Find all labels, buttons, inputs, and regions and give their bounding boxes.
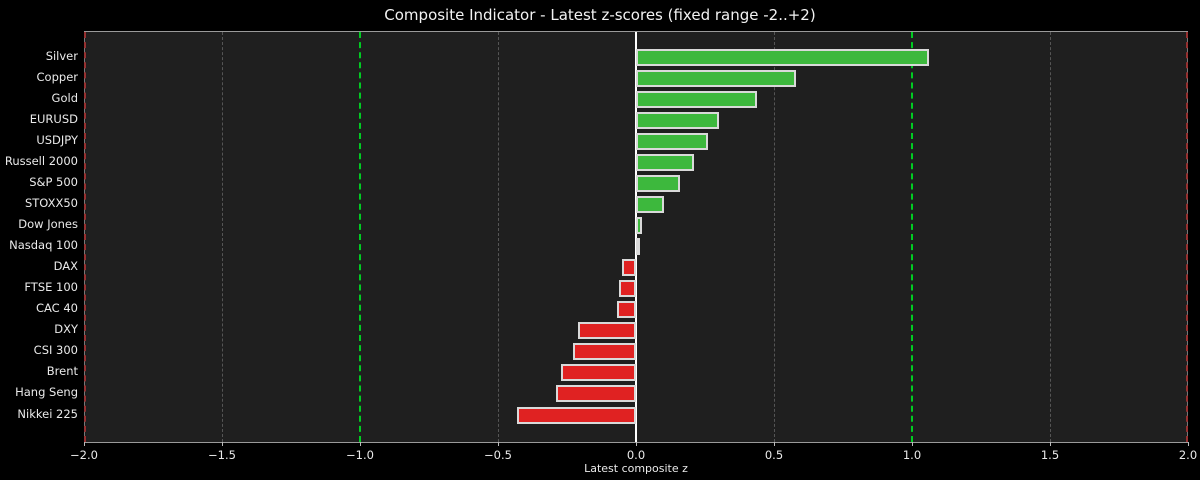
x-tick-label: −2.0: [70, 448, 98, 462]
threshold-line-green: [911, 32, 913, 442]
x-tick-mark: [1188, 442, 1189, 446]
y-axis-label: DXY: [54, 322, 78, 337]
y-axis-label: CAC 40: [35, 301, 78, 316]
bar-nasdaq-100: [636, 238, 640, 256]
bar-dow-jones: [636, 216, 642, 234]
x-tick-label: −1.0: [346, 448, 374, 462]
y-axis-label: Silver: [45, 48, 78, 63]
bar-russell-2000: [636, 153, 694, 171]
plot-area: [84, 31, 1188, 443]
bar-brent: [561, 364, 636, 382]
x-tick-label: 1.0: [902, 448, 922, 462]
x-tick-label: 2.0: [1178, 448, 1198, 462]
bar-gold: [636, 90, 758, 108]
gridline: [498, 32, 499, 442]
x-tick-label: −1.5: [208, 448, 236, 462]
gridline: [1050, 32, 1051, 442]
y-axis-label: Copper: [36, 69, 78, 84]
x-axis-label: Latest composite z: [584, 462, 688, 475]
bar-usdjpy: [636, 132, 708, 150]
y-axis-label: Nikkei 225: [17, 406, 78, 421]
y-axis-label: Nasdaq 100: [9, 238, 78, 253]
threshold-line-red: [84, 32, 86, 442]
bar-ftse-100: [619, 280, 636, 298]
y-axis-label: DAX: [53, 259, 78, 274]
bar-copper: [636, 69, 797, 87]
y-axis-label: Hang Seng: [15, 385, 78, 400]
x-tick-label: 0.0: [626, 448, 646, 462]
y-axis-label: S&P 500: [29, 174, 78, 189]
bar-hang-seng: [555, 385, 636, 403]
x-tick-label: 0.5: [764, 448, 784, 462]
y-axis-label: EURUSD: [29, 111, 78, 126]
bar-dax: [622, 259, 636, 277]
x-tick-label: −0.5: [484, 448, 512, 462]
bar-s-p-500: [636, 174, 681, 192]
gridline: [774, 32, 775, 442]
bar-csi-300: [572, 343, 636, 361]
y-axis-label: Brent: [46, 364, 78, 379]
y-axis-label: Russell 2000: [4, 153, 78, 168]
bar-eurusd: [636, 111, 719, 129]
chart-title: Composite Indicator - Latest z-scores (f…: [384, 6, 816, 24]
y-axis-label: STOXX50: [24, 195, 78, 210]
zero-line: [635, 32, 637, 442]
bar-stoxx50: [636, 195, 664, 213]
y-axis-label: FTSE 100: [24, 280, 78, 295]
y-axis-label: USDJPY: [36, 132, 78, 147]
bar-nikkei-225: [517, 406, 636, 424]
y-axis-label: Dow Jones: [18, 216, 78, 231]
threshold-line-green: [359, 32, 361, 442]
y-axis-label: Gold: [51, 90, 78, 105]
gridline: [222, 32, 223, 442]
x-tick-label: 1.5: [1040, 448, 1060, 462]
y-axis-labels: Silver Copper Gold EURUSD USDJPY Russell 2000…: [0, 31, 78, 441]
bar-silver: [636, 48, 929, 66]
bar-dxy: [578, 322, 636, 340]
bar-cac-40: [616, 301, 636, 319]
threshold-line-red: [1186, 32, 1188, 442]
y-axis-label: CSI 300: [33, 343, 78, 358]
